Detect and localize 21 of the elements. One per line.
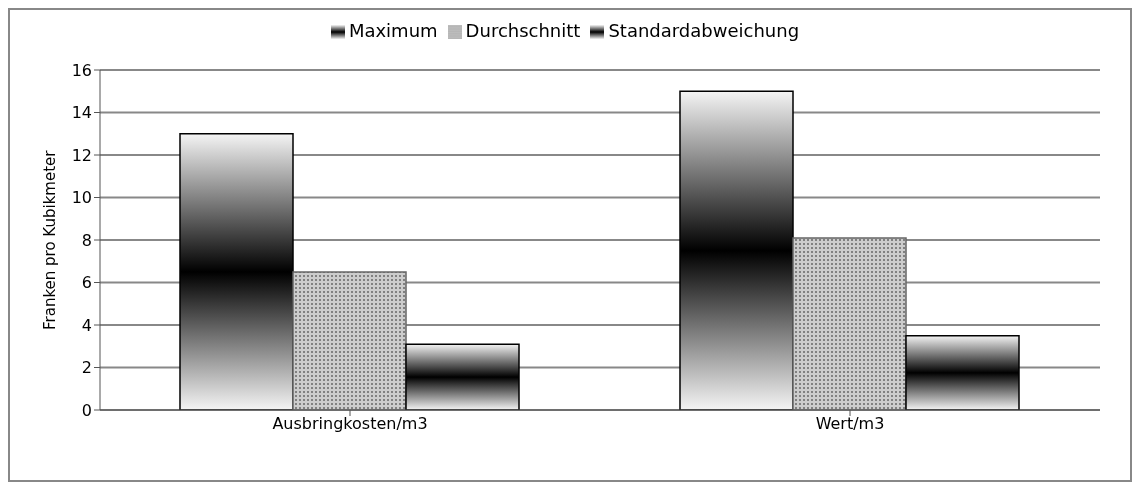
bar <box>792 237 907 410</box>
legend-label: Maximum <box>348 20 438 41</box>
y-tick-label: 2 <box>81 358 92 378</box>
y-tick-label: 10 <box>71 188 92 208</box>
y-tick-label: 8 <box>81 230 92 250</box>
y-tick-label: 12 <box>71 145 92 165</box>
bar <box>179 133 294 410</box>
legend-label: Durchschnitt <box>465 20 581 41</box>
y-tick-label: 6 <box>81 273 92 293</box>
y-tick-label: 16 <box>71 60 92 80</box>
y-axis-title: Franken pro Kubikmeter <box>41 149 60 330</box>
bar <box>905 334 1020 410</box>
y-tick-label: 4 <box>81 315 92 335</box>
y-tick-label: 0 <box>81 400 92 420</box>
y-tick-label: 14 <box>71 103 92 123</box>
bar <box>405 343 520 410</box>
bar <box>292 271 407 410</box>
bar <box>679 90 794 410</box>
x-tick-label: Wert/m3 <box>815 414 885 434</box>
x-tick-label: Ausbringkosten/m3 <box>272 414 428 434</box>
legend-label: Standardabweichung <box>608 20 800 41</box>
